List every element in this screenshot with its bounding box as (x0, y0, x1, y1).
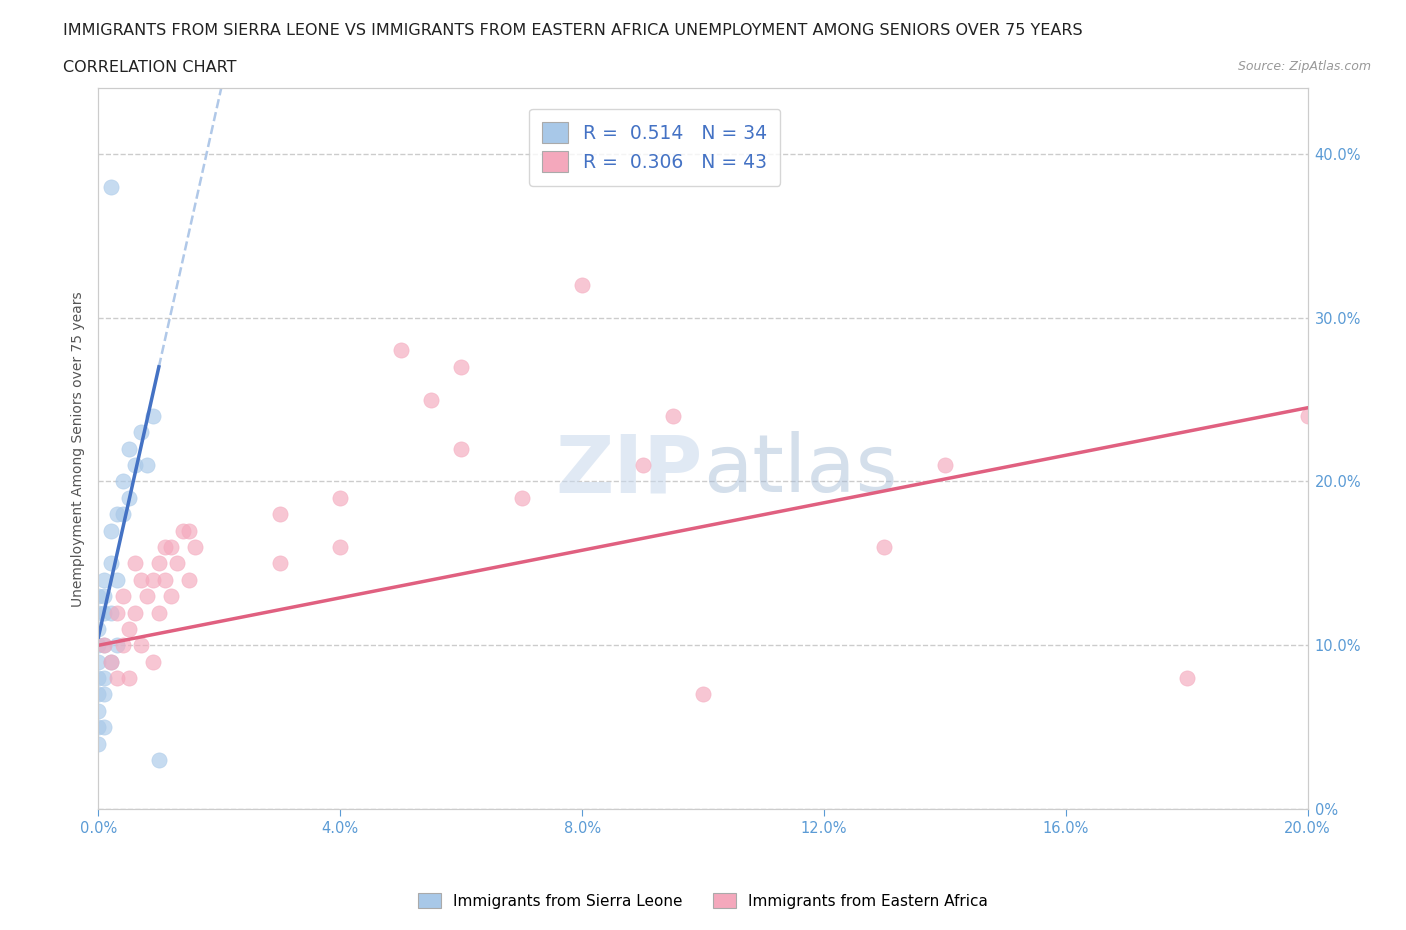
Legend: R =  0.514   N = 34, R =  0.306   N = 43: R = 0.514 N = 34, R = 0.306 N = 43 (529, 109, 780, 186)
Point (93, 687, 115, 702)
Point (420, 392, 443, 407)
Point (87, 687, 110, 702)
Point (148, 556, 170, 571)
Point (135, 458, 157, 472)
Point (100, 556, 122, 571)
Point (129, 425, 152, 440)
Point (105, 507, 128, 522)
Point (111, 589, 134, 604)
Point (105, 638, 128, 653)
Point (124, 458, 146, 472)
Point (124, 556, 146, 571)
Point (148, 752, 170, 767)
Point (142, 654, 165, 669)
Point (93, 605, 115, 620)
Point (105, 671, 128, 685)
Point (153, 572, 176, 587)
Point (510, 490, 533, 505)
Point (1175, 671, 1198, 685)
Point (934, 458, 956, 472)
Point (692, 687, 714, 702)
Point (571, 277, 593, 292)
Point (662, 408, 685, 423)
Point (142, 408, 165, 423)
Point (87, 671, 110, 685)
Point (148, 605, 170, 620)
Text: IMMIGRANTS FROM SIERRA LEONE VS IMMIGRANTS FROM EASTERN AFRICA UNEMPLOYMENT AMON: IMMIGRANTS FROM SIERRA LEONE VS IMMIGRAN… (63, 23, 1083, 38)
Point (631, 458, 654, 472)
Point (129, 638, 152, 653)
Point (873, 539, 896, 554)
Point (118, 671, 141, 685)
Point (87, 720, 110, 735)
Point (389, 343, 412, 358)
Point (179, 572, 201, 587)
Point (172, 524, 194, 538)
Point (1296, 408, 1319, 423)
Point (93, 720, 115, 735)
Point (105, 572, 128, 587)
Point (111, 638, 134, 653)
Point (93, 638, 115, 653)
Point (87, 605, 110, 620)
Point (93, 671, 115, 685)
Point (269, 507, 291, 522)
Point (100, 654, 122, 669)
Point (100, 179, 122, 194)
Point (184, 539, 207, 554)
Point (142, 572, 165, 587)
Point (100, 654, 122, 669)
Point (118, 621, 141, 636)
Point (124, 605, 146, 620)
Point (118, 442, 141, 457)
Point (269, 556, 291, 571)
Point (329, 490, 352, 505)
Legend: Immigrants from Sierra Leone, Immigrants from Eastern Africa: Immigrants from Sierra Leone, Immigrants… (412, 886, 994, 915)
Point (111, 507, 134, 522)
Y-axis label: Unemployment Among Seniors over 75 years: Unemployment Among Seniors over 75 years (72, 291, 86, 606)
Point (160, 539, 183, 554)
Point (105, 605, 128, 620)
Point (160, 589, 183, 604)
Point (329, 539, 352, 554)
Point (87, 737, 110, 751)
Point (118, 490, 141, 505)
Point (87, 589, 110, 604)
Point (179, 524, 201, 538)
Point (111, 474, 134, 489)
Point (450, 359, 472, 374)
Text: atlas: atlas (703, 432, 897, 510)
Point (129, 572, 152, 587)
Point (87, 638, 110, 653)
Text: ZIP: ZIP (555, 432, 703, 510)
Point (166, 556, 188, 571)
Point (135, 589, 157, 604)
Point (450, 442, 472, 457)
Point (87, 703, 110, 718)
Point (100, 605, 122, 620)
Point (153, 539, 176, 554)
Point (100, 524, 122, 538)
Text: CORRELATION CHART: CORRELATION CHART (63, 60, 236, 75)
Point (93, 589, 115, 604)
Point (87, 654, 110, 669)
Text: Source: ZipAtlas.com: Source: ZipAtlas.com (1237, 60, 1371, 73)
Point (93, 572, 115, 587)
Point (93, 638, 115, 653)
Point (87, 621, 110, 636)
